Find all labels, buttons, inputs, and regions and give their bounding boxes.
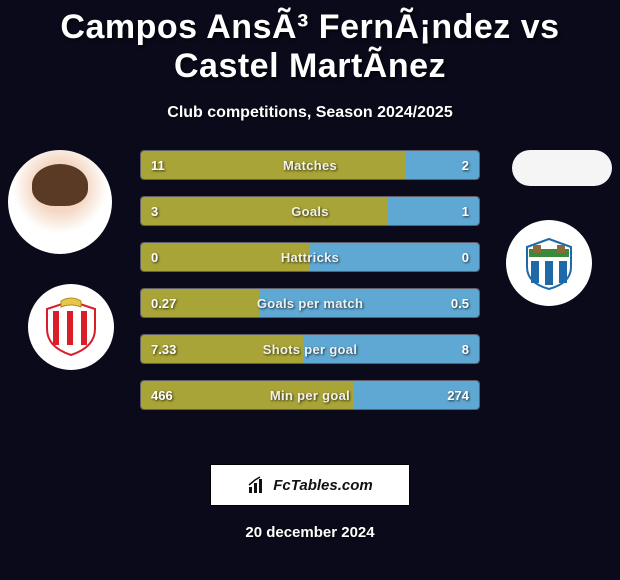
fctables-badge[interactable]: FcTables.com bbox=[210, 464, 410, 506]
stat-value-left: 466 bbox=[141, 381, 183, 409]
stat-label: Min per goal bbox=[141, 381, 479, 409]
player-right-avatar bbox=[512, 150, 612, 186]
stat-value-left: 7.33 bbox=[141, 335, 186, 363]
stat-value-right: 8 bbox=[452, 335, 479, 363]
stat-label: Matches bbox=[141, 151, 479, 179]
stat-label: Goals per match bbox=[141, 289, 479, 317]
footer-date: 20 december 2024 bbox=[0, 524, 620, 541]
stat-value-left: 3 bbox=[141, 197, 168, 225]
chart-icon bbox=[247, 475, 267, 495]
stat-value-right: 0 bbox=[452, 243, 479, 271]
malaga-crest-icon bbox=[519, 233, 579, 293]
page-subtitle: Club competitions, Season 2024/2025 bbox=[0, 104, 620, 122]
stat-bars: Matches11 2 Goals3 1 Hattricks0 0 Goals per ma… bbox=[140, 150, 480, 426]
stat-row: Goals3 1 bbox=[140, 196, 480, 226]
stat-label: Hattricks bbox=[141, 243, 479, 271]
sporting-crest-icon bbox=[41, 297, 101, 357]
club-right-crest bbox=[506, 220, 592, 306]
comparison-panel: Matches11 2 Goals3 1 Hattricks0 0 Goals per ma… bbox=[0, 150, 620, 450]
stat-value-right: 1 bbox=[452, 197, 479, 225]
stat-value-left: 0 bbox=[141, 243, 168, 271]
player-left-avatar bbox=[8, 150, 112, 254]
stat-row: Goals per match0.27 0.5 bbox=[140, 288, 480, 318]
stat-row: Matches11 2 bbox=[140, 150, 480, 180]
stat-label: Goals bbox=[141, 197, 479, 225]
page-title: Campos AnsÃ³ FernÃ¡ndez vs Castel MartÃ­… bbox=[0, 0, 620, 86]
stat-row: Shots per goal7.33 8 bbox=[140, 334, 480, 364]
stat-value-left: 11 bbox=[141, 151, 175, 179]
stat-row: Min per goal466 274 bbox=[140, 380, 480, 410]
stat-value-right: 274 bbox=[437, 381, 479, 409]
stat-value-left: 0.27 bbox=[141, 289, 186, 317]
club-left-crest bbox=[28, 284, 114, 370]
stat-value-right: 2 bbox=[452, 151, 479, 179]
stat-value-right: 0.5 bbox=[441, 289, 479, 317]
stat-row: Hattricks0 0 bbox=[140, 242, 480, 272]
stat-label: Shots per goal bbox=[141, 335, 479, 363]
fctables-label: FcTables.com bbox=[273, 477, 372, 494]
